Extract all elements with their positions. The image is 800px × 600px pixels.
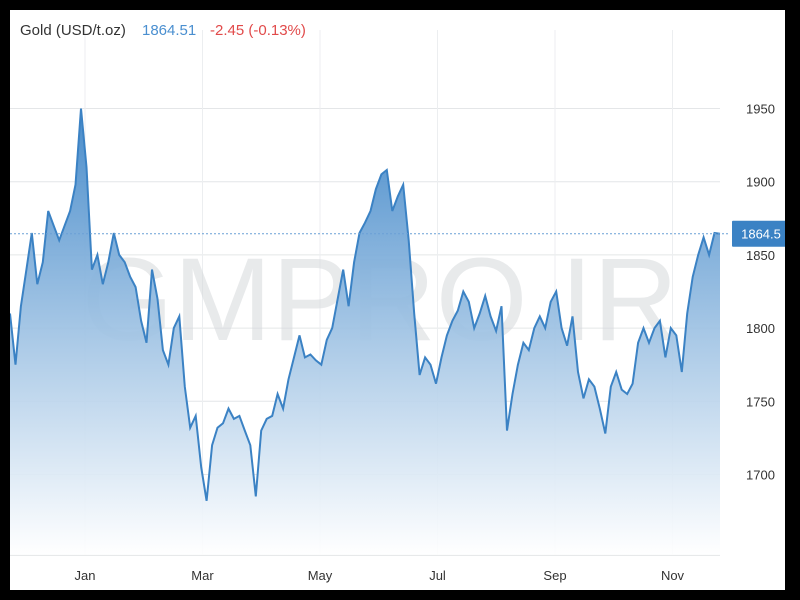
last-value-badge: 1864.5: [732, 220, 785, 247]
x-tick-label: Jul: [429, 568, 446, 583]
y-axis: 1700 1750 1800 1850 1900 1950: [746, 102, 775, 483]
x-tick-label: Mar: [191, 568, 214, 583]
series-area: [10, 108, 720, 555]
y-tick-label: 1750: [746, 394, 775, 409]
series-line: [10, 108, 721, 501]
price-change: -2.45 (-0.13%): [210, 22, 306, 39]
x-tick-label: May: [308, 568, 333, 583]
x-tick-label: Jan: [75, 568, 96, 583]
y-tick-label: 1800: [746, 321, 775, 336]
last-value-label: 1864.5: [741, 227, 781, 242]
current-price: 1864.51: [142, 22, 197, 39]
instrument-title: Gold (USD/t.oz): [20, 22, 126, 39]
y-tick-label: 1850: [746, 248, 775, 263]
x-tick-label: Nov: [661, 568, 685, 583]
last-value-badge-bg: [732, 220, 785, 247]
y-tick-label: 1950: [746, 102, 775, 117]
y-tick-label: 1900: [746, 175, 775, 190]
y-tick-label: 1700: [746, 467, 775, 482]
x-axis: Jan Mar May Jul Sep Nov: [75, 568, 685, 583]
x-tick-label: Sep: [543, 568, 566, 583]
